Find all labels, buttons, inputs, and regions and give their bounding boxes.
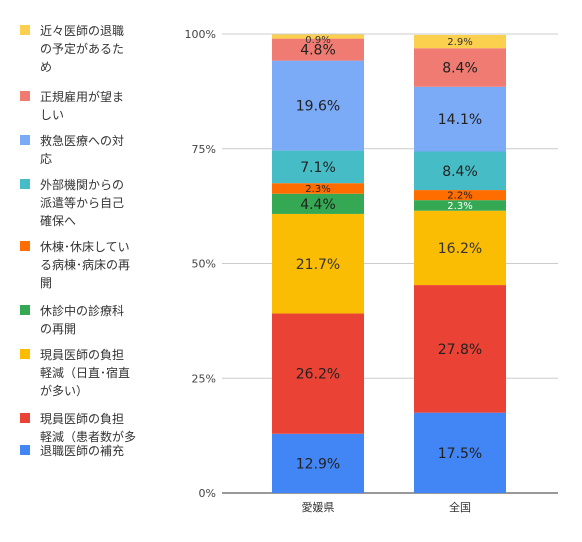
legend-label: 退職医師の補充 — [40, 444, 125, 458]
legend-swatch — [20, 135, 30, 145]
bar-segment — [272, 213, 364, 314]
legend-swatch — [20, 445, 30, 455]
y-tick-label: 100% — [185, 28, 216, 41]
legend-swatch — [20, 413, 30, 423]
legend-item: 休診中の診療科 の再開 — [20, 302, 164, 338]
bar-segment — [272, 313, 364, 434]
y-tick-label: 25% — [192, 372, 216, 385]
bar-segment — [414, 34, 506, 49]
legend-item: 救急医療への対 応 — [20, 132, 164, 168]
bar-segment — [272, 183, 364, 194]
bar-segment — [414, 210, 506, 286]
bar-segment — [272, 38, 364, 61]
data-label: 7.1% — [300, 160, 336, 176]
legend-item: 外部機関からの 派遣等から自己 確保へ — [20, 176, 164, 230]
bar-segment — [272, 60, 364, 151]
data-label: 12.9% — [296, 456, 340, 472]
legend-item: 休棟･休床してい る病棟･病床の再 開 — [20, 238, 164, 292]
x-tick-label: 全国 — [449, 500, 471, 514]
legend-swatch — [20, 349, 30, 359]
bar-segment — [272, 150, 364, 184]
bar-segment — [272, 433, 364, 493]
bar-segment — [414, 86, 506, 152]
legend-item: 退職医師の補充 — [20, 442, 164, 460]
bar-segment — [414, 151, 506, 191]
legend-label: 休棟･休床してい る病棟･病床の再 開 — [40, 240, 131, 290]
bar-segment — [414, 48, 506, 87]
legend-label: 近々医師の退職 の予定があるた め — [40, 24, 125, 74]
data-label: 26.2% — [296, 367, 340, 383]
data-label: 8.4% — [442, 164, 478, 180]
legend-label: 現員医師の負担 軽減（日直･宿直 が多い） — [40, 348, 131, 398]
legend-label: 外部機関からの 派遣等から自己 確保へ — [40, 178, 125, 228]
legend-item: 近々医師の退職 の予定があるた め — [20, 22, 164, 76]
y-tick-label: 50% — [192, 258, 216, 271]
legend-swatch — [20, 241, 30, 251]
legend-label: 救急医療への対 応 — [40, 134, 125, 166]
data-label: 4.4% — [300, 197, 336, 213]
data-label: 2.3% — [305, 184, 330, 195]
bar-segment — [414, 285, 506, 413]
data-label: 2.2% — [447, 191, 472, 202]
data-label: 0.9% — [305, 35, 330, 46]
legend-swatch — [20, 91, 30, 101]
data-label: 2.3% — [447, 201, 472, 212]
data-label: 21.7% — [296, 257, 340, 273]
bar-segment — [414, 200, 506, 211]
bar-segment — [272, 34, 364, 39]
data-label: 4.8% — [300, 43, 336, 59]
y-tick-label: 75% — [192, 143, 216, 156]
bar-segment — [414, 412, 506, 493]
bar-segment — [272, 193, 364, 214]
legend-item: 現員医師の負担 軽減（患者数が多 — [20, 410, 164, 446]
legend-item: 正規雇用が望ま しい — [20, 88, 164, 124]
x-tick-label: 愛媛県 — [302, 500, 335, 514]
data-label: 8.4% — [442, 61, 478, 77]
legend-swatch — [20, 305, 30, 315]
data-label: 27.8% — [438, 342, 482, 358]
legend-item: 現員医師の負担 軽減（日直･宿直 が多い） — [20, 346, 164, 400]
data-label: 14.1% — [438, 112, 482, 128]
legend-label: 休診中の診療科 の再開 — [40, 304, 125, 336]
legend-swatch — [20, 25, 30, 35]
data-label: 2.9% — [447, 37, 472, 48]
legend-label: 現員医師の負担 軽減（患者数が多 — [40, 412, 137, 444]
data-label: 17.5% — [438, 446, 482, 462]
y-tick-label: 0% — [199, 487, 216, 500]
bar-segment — [414, 190, 506, 201]
legend-label: 正規雇用が望ま しい — [40, 90, 125, 122]
data-label: 19.6% — [296, 99, 340, 115]
data-label: 16.2% — [438, 241, 482, 257]
legend-swatch — [20, 179, 30, 189]
